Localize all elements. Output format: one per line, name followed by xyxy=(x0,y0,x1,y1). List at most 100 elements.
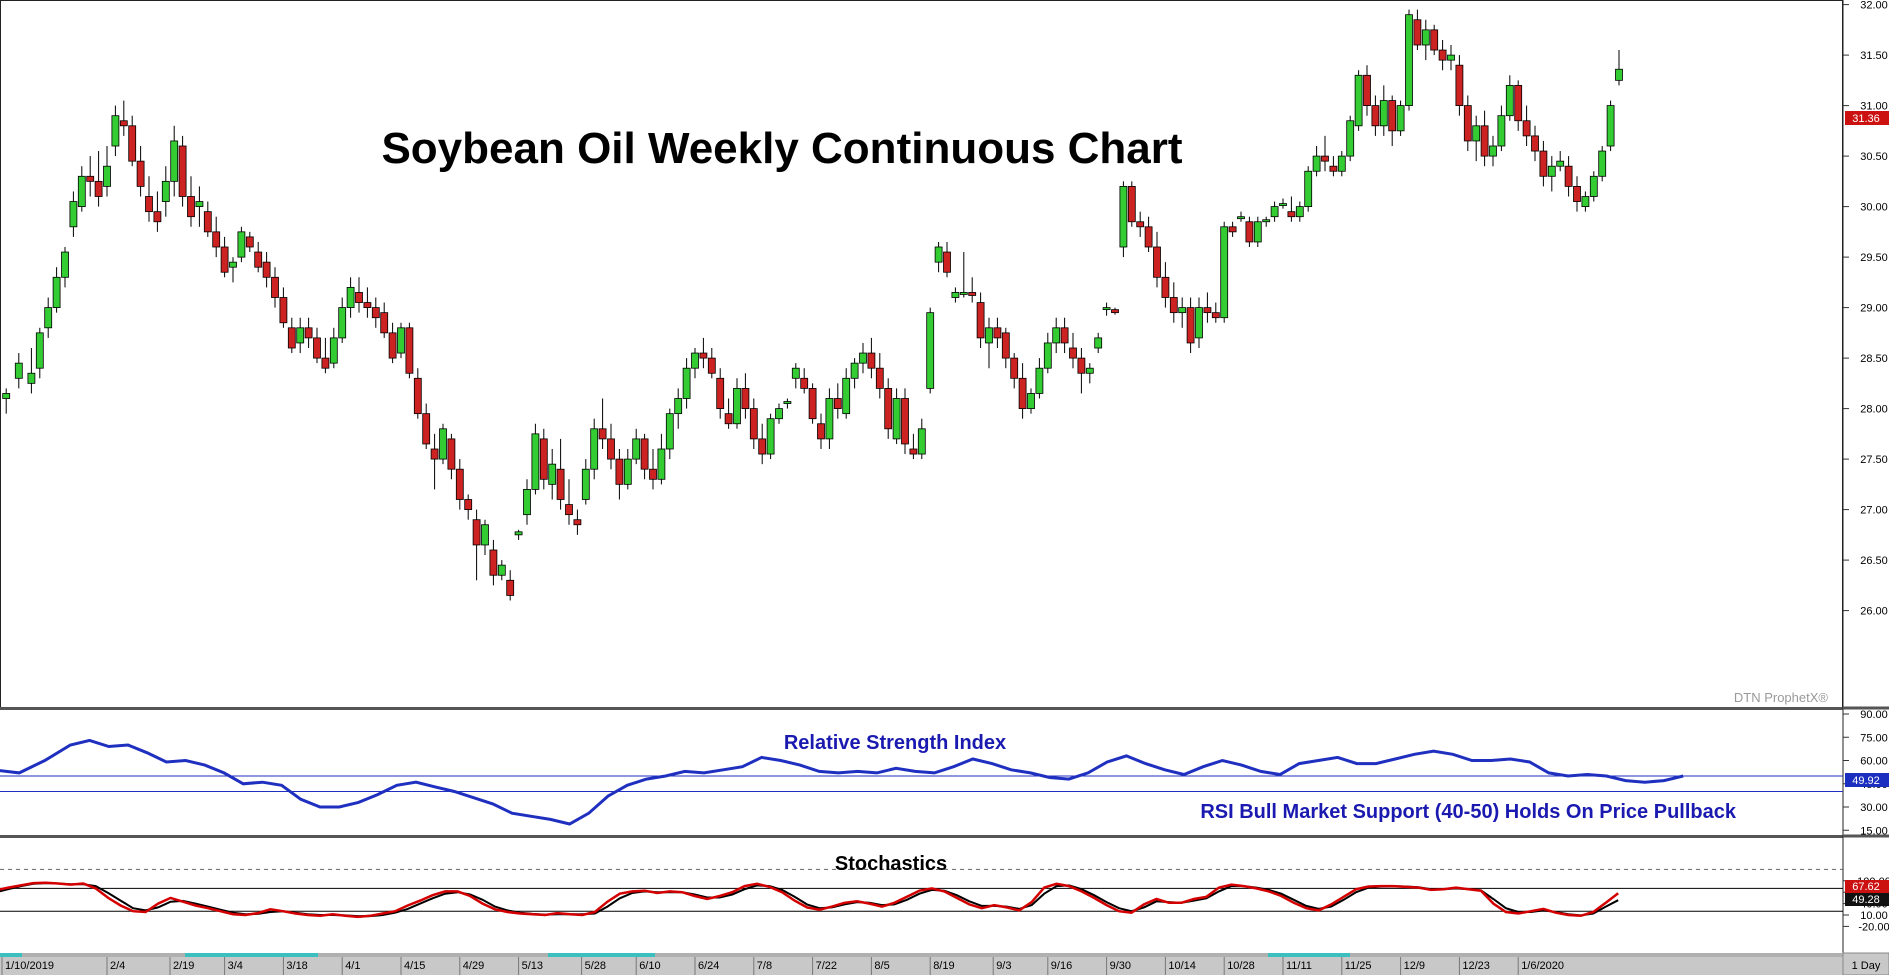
candle-down xyxy=(1153,246,1161,278)
date-axis-highlight xyxy=(185,953,318,957)
candle-down xyxy=(464,499,473,511)
candle-up xyxy=(926,312,935,389)
candle-up xyxy=(1035,367,1044,394)
candle-down xyxy=(1169,297,1178,314)
candle-up xyxy=(674,398,683,415)
rsi-tick-label: 75.00 xyxy=(1860,732,1888,744)
stochastics-d-badge-bg xyxy=(1845,893,1889,906)
candle-up xyxy=(14,362,23,379)
date-tick-label: 4/29 xyxy=(463,960,484,972)
date-tick-label: 2/19 xyxy=(173,960,194,972)
candle-down xyxy=(245,236,254,248)
candle-down xyxy=(94,180,103,197)
candle-up xyxy=(346,286,355,308)
candle-up xyxy=(1346,120,1355,157)
date-tick-label: 4/15 xyxy=(404,960,425,972)
candle-up xyxy=(77,175,86,208)
stochastics-tick-label: -20.00 xyxy=(1858,921,1889,933)
candle-down xyxy=(1514,85,1523,122)
stochastics-d-last-label: 49.28 xyxy=(1852,894,1880,906)
candle-down xyxy=(153,211,162,223)
candle-down xyxy=(1522,120,1531,137)
candle-down xyxy=(455,468,464,500)
candle-down xyxy=(724,413,733,425)
candle-down xyxy=(1111,309,1119,314)
candle-down xyxy=(1531,135,1539,152)
candle-up xyxy=(1052,327,1061,344)
candle-down xyxy=(355,292,363,303)
candle-up xyxy=(842,377,851,415)
candle-up xyxy=(103,165,111,187)
candle-down xyxy=(1438,49,1447,61)
candle-down xyxy=(388,332,397,359)
candle-up xyxy=(439,428,447,460)
candle-up xyxy=(531,433,540,490)
candle-up xyxy=(850,362,859,379)
candle-down xyxy=(1211,312,1220,319)
candle-up xyxy=(44,307,53,329)
date-tick-label: 5/13 xyxy=(522,960,543,972)
candle-down xyxy=(649,468,657,480)
candle-down xyxy=(1321,155,1329,162)
candle-down xyxy=(1480,125,1489,157)
candle-up xyxy=(1354,74,1363,127)
candle-down xyxy=(430,448,439,460)
candle-up xyxy=(934,246,943,263)
date-axis-labels: 1/10/2019 2/4 2/19 3/4 3/18 4/1 4/15 4/29 5/13 5/… xyxy=(1,957,1564,975)
candle-up xyxy=(959,292,968,295)
candle-down xyxy=(413,377,422,415)
candle-down xyxy=(867,352,876,369)
candle-up xyxy=(1312,155,1321,172)
candle-up xyxy=(1472,125,1481,142)
candle-up xyxy=(229,261,237,268)
candle-up xyxy=(514,531,523,536)
candle-up xyxy=(2,393,11,399)
rsi-line xyxy=(0,738,1684,826)
candle-down xyxy=(489,549,498,576)
timeframe-label[interactable]: 1 Day xyxy=(1852,960,1881,972)
candle-up xyxy=(1606,105,1615,147)
candle-up xyxy=(985,327,993,344)
candle-up xyxy=(859,352,867,364)
rsi-tick-label: 60.00 xyxy=(1860,756,1888,768)
candle-up xyxy=(1270,206,1279,218)
candle-down xyxy=(271,276,279,298)
price-tick-label: 28.50 xyxy=(1860,353,1888,365)
candle-down xyxy=(1001,332,1010,359)
candle-up xyxy=(1195,307,1203,339)
rsi-reference-lines xyxy=(0,775,1843,792)
candle-up xyxy=(1489,145,1497,157)
candle-down xyxy=(1127,185,1136,223)
candle-down xyxy=(1539,150,1548,177)
rsi-title: Relative Strength Index xyxy=(784,732,1006,754)
date-axis-strip xyxy=(0,953,1843,957)
date-axis-bar[interactable] xyxy=(0,953,1843,975)
candle-down xyxy=(380,312,389,334)
rsi-last-badge: 49.92 xyxy=(1845,773,1889,787)
candle-up xyxy=(497,564,506,576)
candle-down xyxy=(321,357,330,369)
price-tick-label: 32.00 xyxy=(1860,0,1888,12)
stochastics-tick-label: 10.00 xyxy=(1860,910,1888,922)
candle-down xyxy=(615,458,624,485)
candle-up xyxy=(1085,367,1094,374)
candle-down xyxy=(128,125,137,162)
candle-up xyxy=(951,292,960,298)
candle-up xyxy=(1220,226,1229,319)
candle-up xyxy=(665,413,674,450)
date-tick-label: 9/30 xyxy=(1110,960,1131,972)
candle-up xyxy=(1237,216,1245,220)
candle-up xyxy=(27,372,36,384)
candle-up xyxy=(52,276,61,308)
candle-down xyxy=(539,438,548,480)
candle-up xyxy=(1581,196,1590,208)
date-tick-label: 2/4 xyxy=(110,960,125,972)
rsi-annotation: RSI Bull Market Support (40-50) Holds On… xyxy=(1200,801,1737,823)
timeframe-box[interactable]: 1 Day xyxy=(1842,952,1889,975)
candle-up xyxy=(733,387,741,425)
candle-up xyxy=(523,488,531,516)
stochastics-title: Stochastics xyxy=(835,853,947,875)
candle-down xyxy=(1010,357,1019,379)
